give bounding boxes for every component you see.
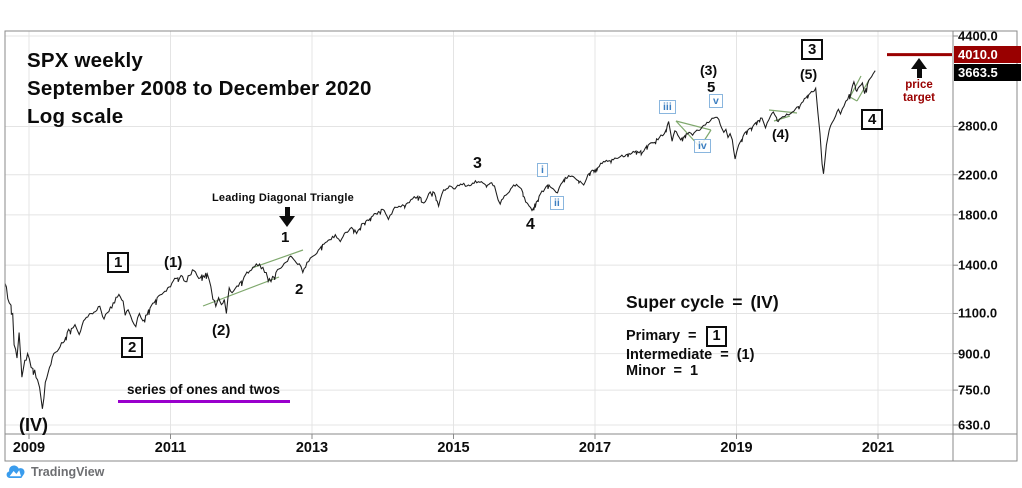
chart-canvas[interactable]: [0, 0, 1022, 488]
tradingview-chart-window: SPX weekly September 2008 to December 20…: [0, 0, 1022, 488]
